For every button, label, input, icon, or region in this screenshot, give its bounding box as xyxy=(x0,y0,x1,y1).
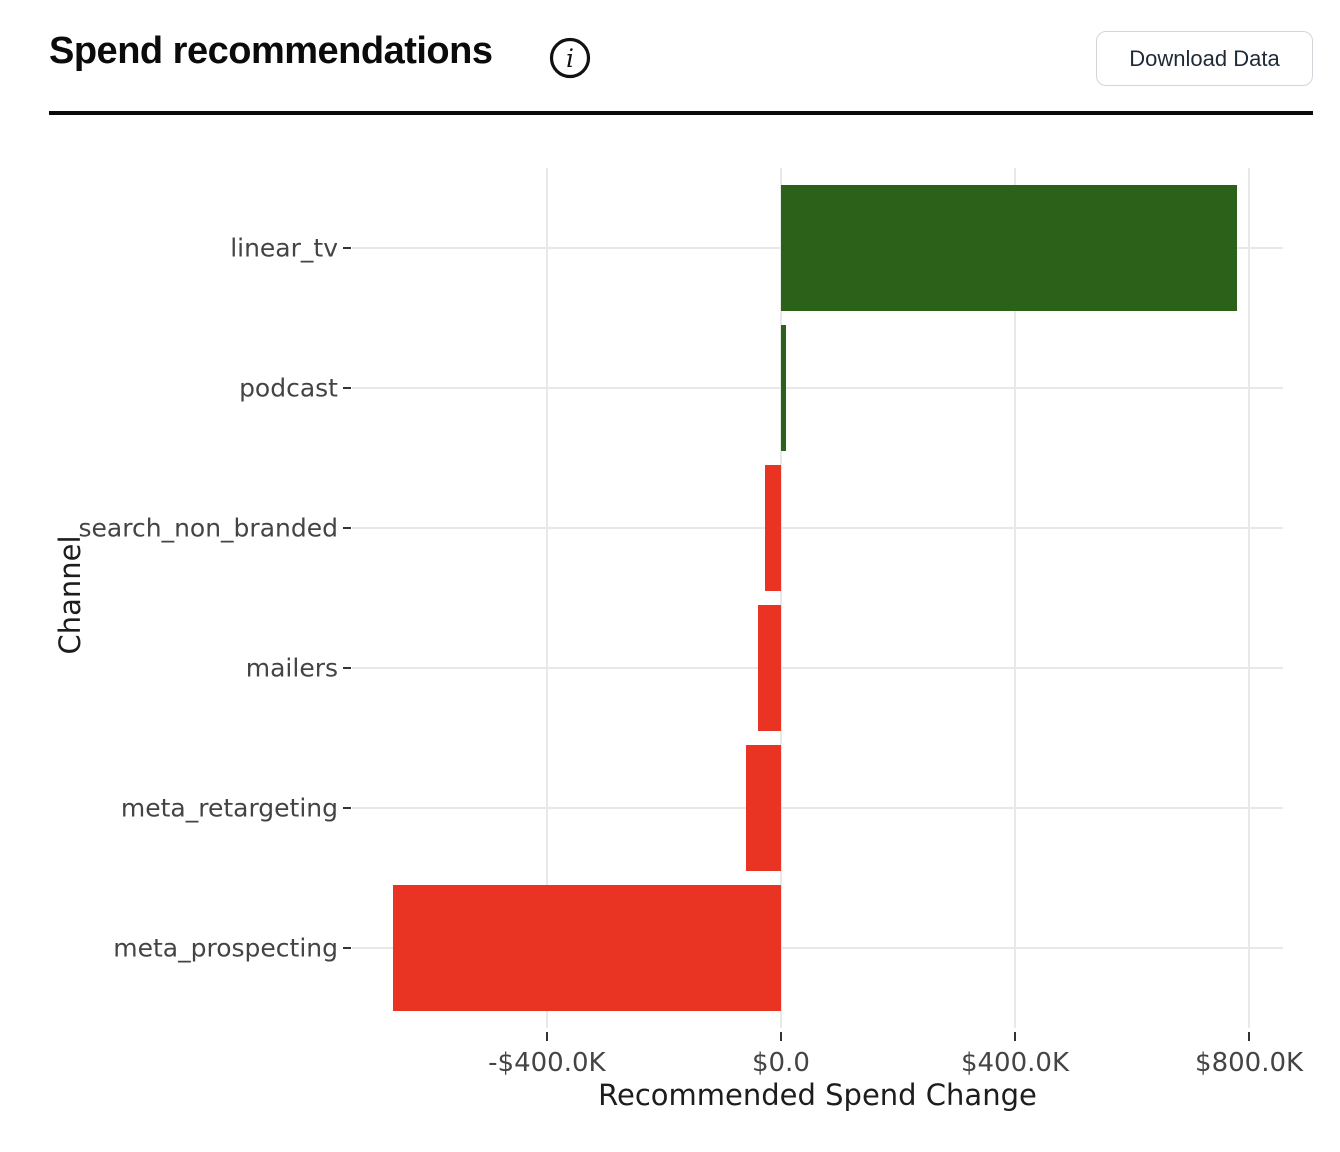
y-tick-mark xyxy=(343,807,351,809)
y-tick-label-linear_tv: linear_tv xyxy=(230,233,338,263)
y-tick-mark xyxy=(343,387,351,389)
x-tick-label: $0.0 xyxy=(751,1048,810,1078)
page-header: Spend recommendations i Download Data xyxy=(0,0,1340,120)
plot-area: -$400.0K $0.0 $400.0K $800.0K xyxy=(343,168,1303,1078)
y-tick-label-search_non_branded: search_non_branded xyxy=(78,513,338,543)
bar-meta_prospecting[interactable] xyxy=(392,885,781,1011)
x-tick-mark xyxy=(779,1032,782,1041)
info-icon[interactable]: i xyxy=(548,36,592,80)
x-tick-mark xyxy=(1013,1032,1016,1041)
y-gridline xyxy=(352,947,1283,949)
y-gridline xyxy=(352,807,1283,809)
y-tick-mark xyxy=(343,947,351,949)
y-tick-label-meta_retargeting: meta_retargeting xyxy=(120,793,338,823)
bar-linear_tv[interactable] xyxy=(780,185,1238,311)
y-tick-label-podcast: podcast xyxy=(239,373,338,403)
download-data-button[interactable]: Download Data xyxy=(1096,31,1313,86)
y-tick-label-meta_prospecting: meta_prospecting xyxy=(113,933,338,963)
x-gridline xyxy=(1248,168,1251,1028)
x-tick-mark xyxy=(1248,1032,1251,1041)
x-gridline xyxy=(545,168,548,1028)
y-gridline xyxy=(352,527,1283,529)
y-tick-label-mailers: mailers xyxy=(245,653,338,683)
x-tick-label: $400.0K xyxy=(960,1048,1069,1078)
x-gridline xyxy=(1013,168,1016,1028)
bar-search_non_branded[interactable] xyxy=(765,465,781,591)
x-axis-title: Recommended Spend Change xyxy=(598,1078,1037,1112)
x-tick-mark xyxy=(545,1032,548,1041)
y-axis-title: Channel xyxy=(53,535,87,655)
page-title: Spend recommendations xyxy=(49,30,493,72)
x-tick-label: -$400.0K xyxy=(488,1048,606,1078)
y-gridline xyxy=(352,667,1283,669)
bar-meta_retargeting[interactable] xyxy=(746,745,781,871)
x-gridline xyxy=(779,168,782,1028)
x-tick-label: $800.0K xyxy=(1195,1048,1304,1078)
bar-podcast[interactable] xyxy=(780,325,786,451)
bar-mailers[interactable] xyxy=(758,605,781,731)
svg-text:i: i xyxy=(566,44,574,73)
y-gridline xyxy=(352,387,1283,389)
y-tick-mark xyxy=(343,527,351,529)
y-tick-mark xyxy=(343,667,351,669)
header-divider xyxy=(49,111,1313,115)
y-tick-mark xyxy=(343,247,351,249)
